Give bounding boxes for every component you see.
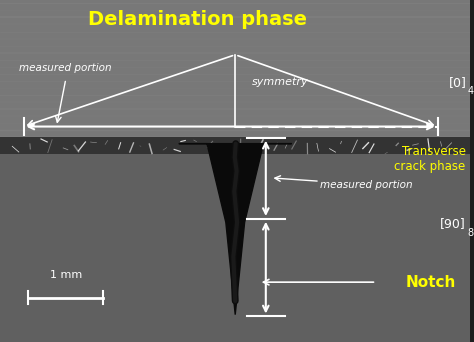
Text: Notch: Notch [406, 275, 456, 290]
FancyBboxPatch shape [0, 137, 471, 154]
FancyBboxPatch shape [0, 0, 471, 144]
FancyBboxPatch shape [0, 144, 471, 342]
Text: Delamination phase: Delamination phase [88, 10, 307, 29]
Polygon shape [179, 144, 292, 315]
Text: measured portion: measured portion [320, 180, 412, 190]
Text: 1 mm: 1 mm [50, 271, 82, 280]
Text: Transverse
crack phase: Transverse crack phase [394, 145, 466, 173]
Text: 8: 8 [467, 227, 473, 238]
Text: 4: 4 [467, 86, 473, 96]
Text: [90]: [90] [440, 218, 465, 231]
Text: measured portion: measured portion [19, 63, 111, 74]
Text: symmetry: symmetry [252, 77, 308, 87]
Text: [0]: [0] [449, 76, 467, 89]
